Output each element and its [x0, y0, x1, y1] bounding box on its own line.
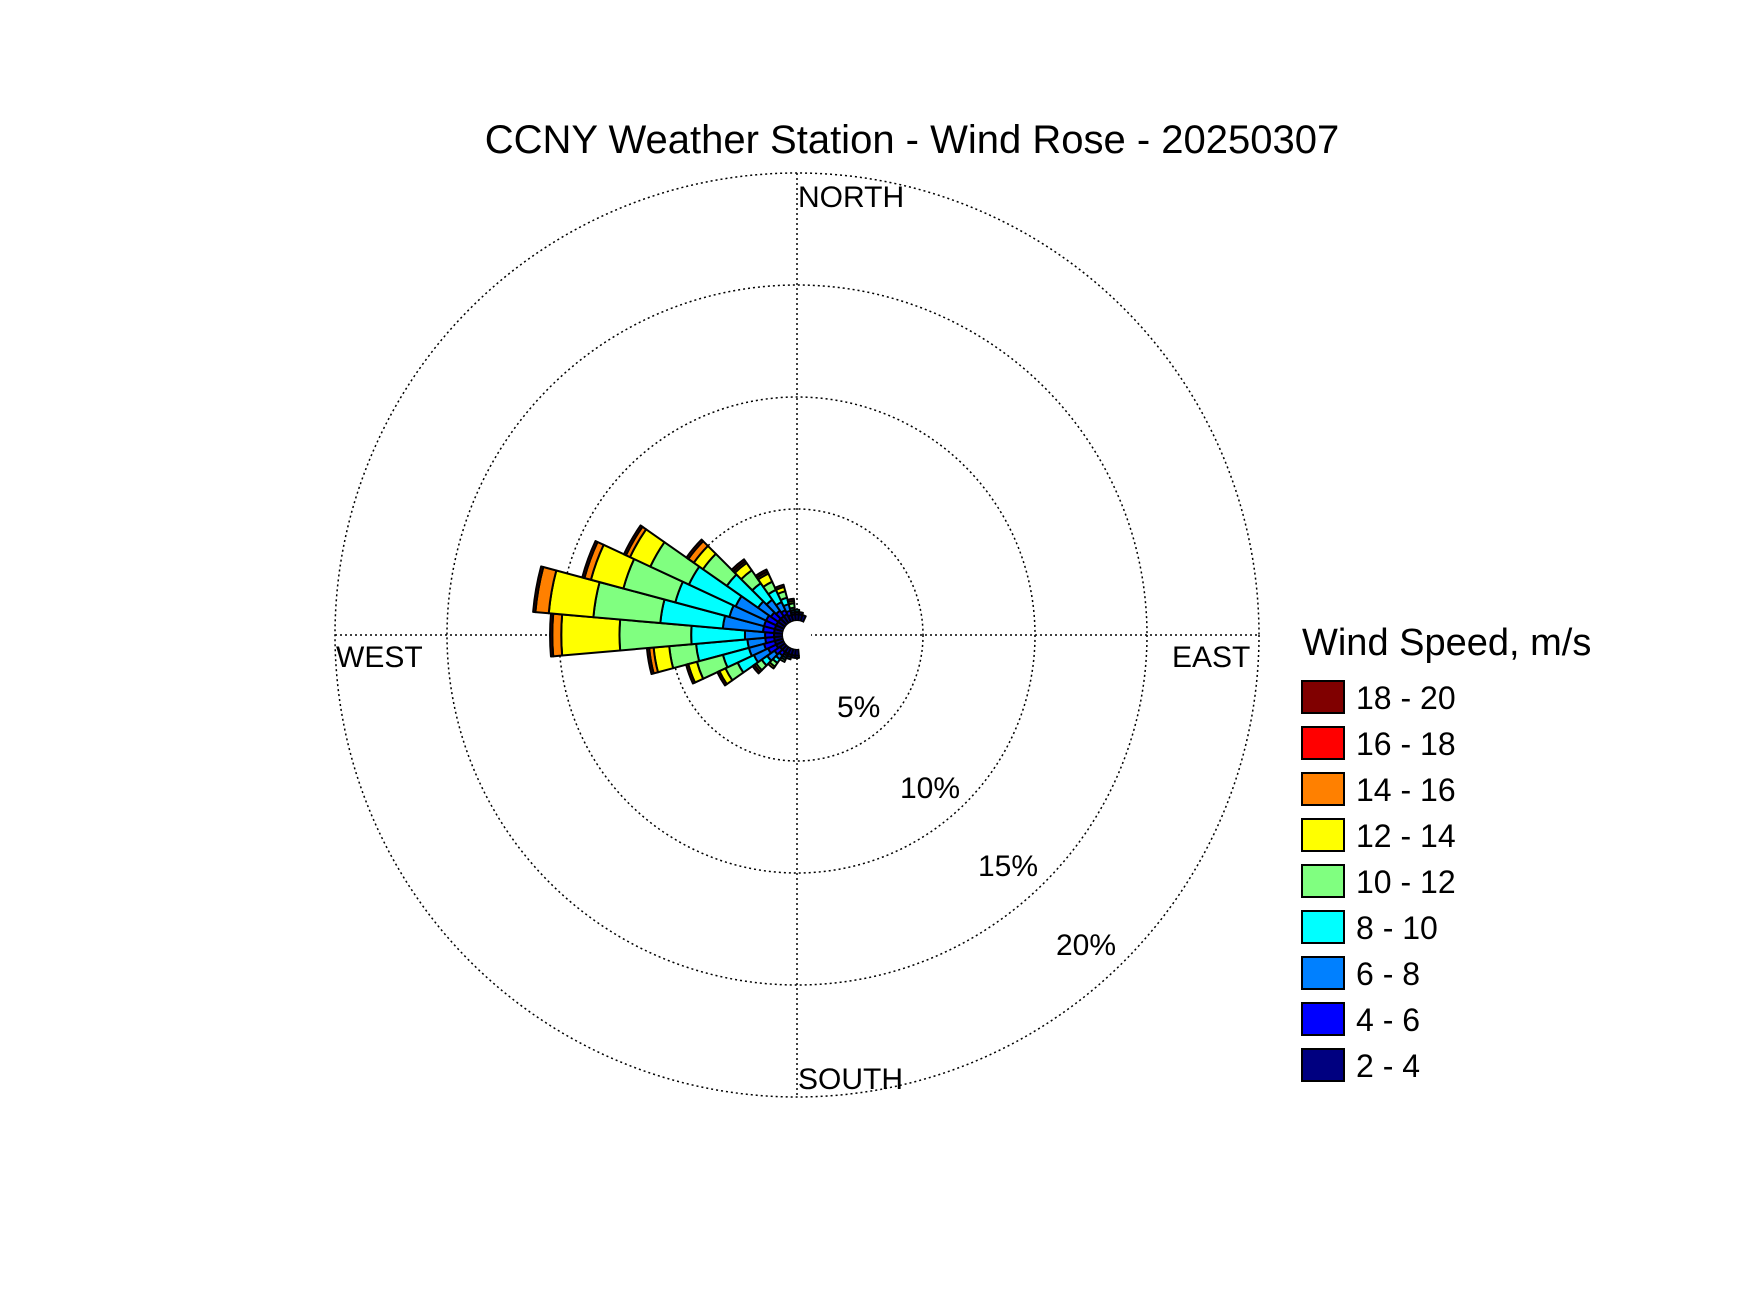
sector-250: [685, 637, 786, 685]
sector-350-bin-18-20: [786, 597, 796, 604]
legend-label-18-20: 18 - 20: [1356, 680, 1456, 716]
legend-label-6-8: 6 - 8: [1356, 956, 1420, 992]
sector-0-bin-8-10: [793, 608, 801, 614]
legend-swatch-18-20: [1301, 680, 1345, 714]
sector-290-bin-18-20: [581, 540, 599, 580]
sector-280-bin-18-20: [532, 565, 545, 614]
ring-label-20: 20%: [1056, 929, 1116, 962]
sector-230: [751, 642, 789, 675]
legend-swatch-16-18: [1301, 726, 1345, 760]
legend-label-8-10: 8 - 10: [1356, 910, 1438, 946]
sector-220-bin-12-14: [767, 661, 776, 670]
sector-20-bin-2-4: [799, 613, 807, 624]
legend-swatch-8-10: [1301, 910, 1345, 944]
chart-title: CCNY Weather Station - Wind Rose - 20250…: [485, 118, 1340, 162]
sector-330: [754, 568, 793, 625]
sector-320-bin-18-20: [730, 558, 747, 573]
sector-270-bin-14-16: [551, 612, 564, 658]
legend-swatch-4-6: [1301, 1002, 1345, 1036]
sector-270: [549, 612, 785, 658]
sector-20: [799, 613, 807, 624]
legend-swatch-12-14: [1301, 818, 1345, 852]
sector-340-bin-18-20: [773, 583, 786, 591]
legend-label-12-14: 12 - 14: [1356, 818, 1456, 854]
sector-220: [767, 643, 790, 670]
sector-330-bin-18-20: [754, 568, 769, 579]
legend-label-10-12: 10 - 12: [1356, 864, 1456, 900]
compass-south-label: SOUTH: [798, 1063, 903, 1096]
calm-center: [783, 621, 811, 649]
compass-west-label: WEST: [336, 641, 423, 674]
legend-label-2-4: 2 - 4: [1356, 1048, 1420, 1084]
legend-swatch-2-4: [1301, 1048, 1345, 1082]
ring-label-10: 10%: [900, 772, 960, 805]
sector-290: [581, 540, 786, 633]
sector-240: [716, 639, 787, 687]
legend-title: Wind Speed, m/s: [1302, 622, 1591, 664]
sector-200-bin-6-8: [785, 654, 793, 661]
legend-swatch-6-8: [1301, 956, 1345, 990]
ring-label-15: 15%: [978, 850, 1038, 883]
sector-230-bin-18-20: [751, 663, 762, 675]
sector-240-bin-18-20: [716, 670, 728, 687]
legend-label-16-18: 16 - 18: [1356, 726, 1456, 762]
ring-label-5: 5%: [837, 691, 880, 724]
sector-270-bin-18-20: [549, 612, 555, 658]
sector-260: [645, 635, 785, 675]
compass-north-label: NORTH: [798, 181, 904, 214]
sector-250-bin-18-20: [685, 663, 696, 685]
sector-300-bin-18-20: [622, 524, 644, 557]
sector-270-bin-12-14: [560, 613, 622, 657]
legend-swatch-10-12: [1301, 864, 1345, 898]
sector-310: [685, 538, 789, 628]
compass-east-label: EAST: [1172, 641, 1250, 674]
legend-swatch-14-16: [1301, 772, 1345, 806]
legend-label-4-6: 4 - 6: [1356, 1002, 1420, 1038]
legend-label-14-16: 14 - 16: [1356, 772, 1456, 808]
sector-310-bin-18-20: [685, 538, 705, 560]
wind-sectors: [532, 524, 807, 687]
legend: 18 - 20 16 - 18 14 - 16 12 - 14 10 - 12 8 - 1…: [1301, 680, 1456, 1084]
sector-210-bin-10-12: [778, 656, 787, 663]
sector-200: [785, 646, 795, 661]
sector-280: [532, 565, 785, 635]
